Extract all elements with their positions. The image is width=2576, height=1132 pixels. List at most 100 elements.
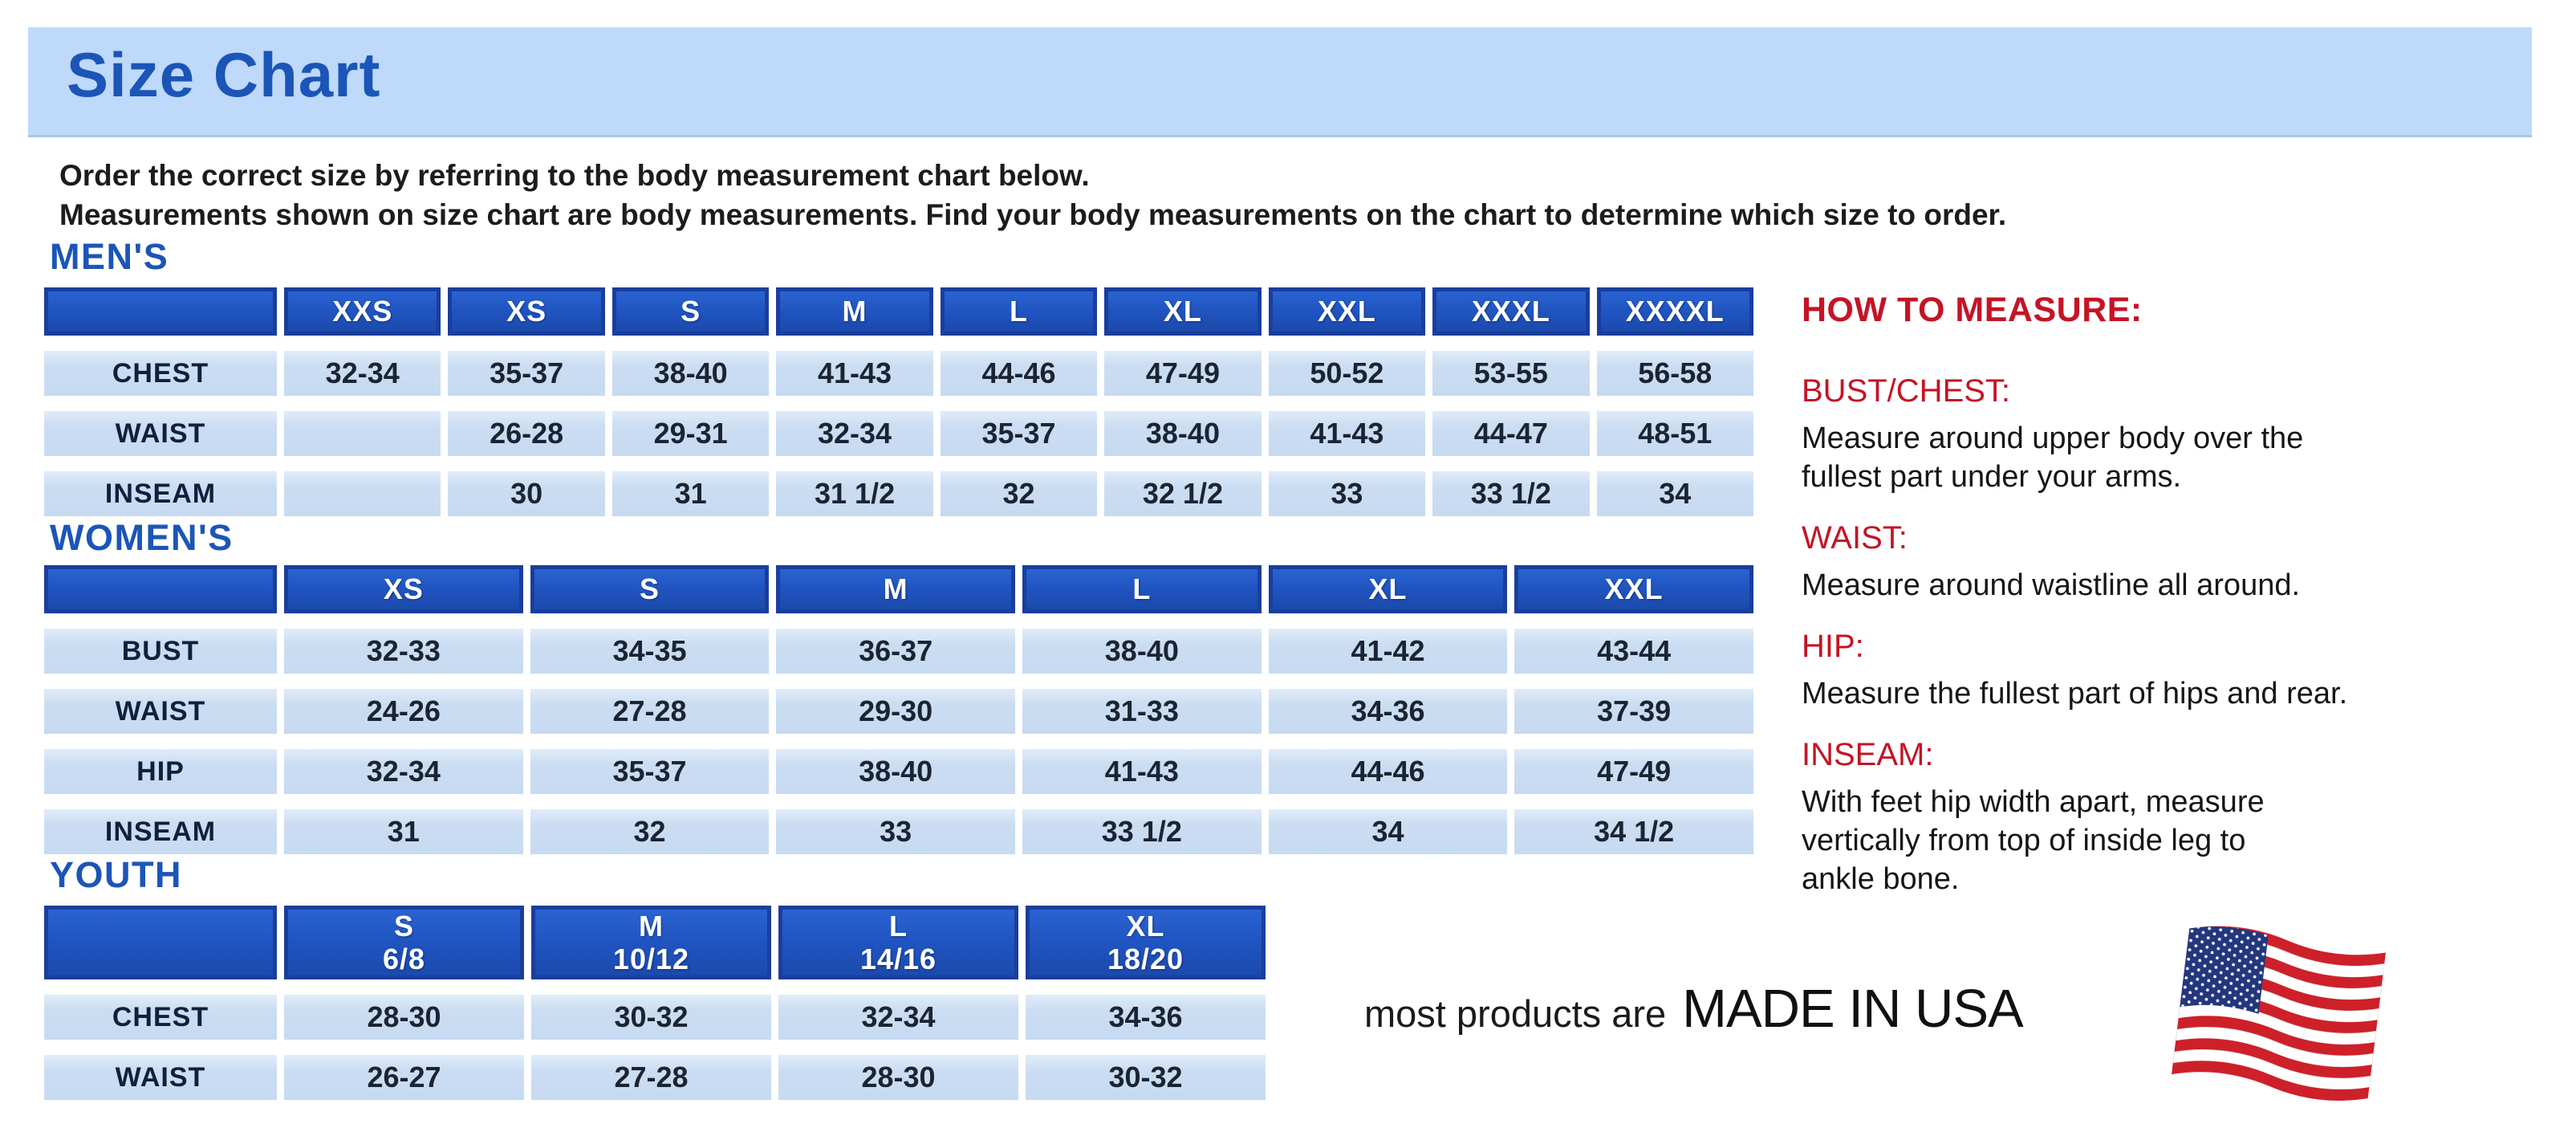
size-value-cell: 44-46 [940,351,1098,396]
title-bar: Size Chart [28,27,2532,137]
size-value-cell: 44-46 [1268,749,1508,794]
measure-term: INSEAM: [1802,737,1934,772]
size-table-corner-cell [44,287,277,336]
measure-text-line: With feet hip width apart, measure [1802,785,2265,819]
size-value-cell: 34 1/2 [1514,809,1753,854]
size-value-cell: 27-28 [531,1055,771,1100]
size-column-header-cell: M [776,565,1015,613]
size-value-cell: 44-47 [1432,411,1590,456]
size-value-cell: 47-49 [1514,749,1753,794]
size-value-cell: 56-58 [1596,351,1753,396]
measure-text-line: Measure around upper body over the [1802,421,2304,455]
size-column-header-cell: S 6/8 [284,906,524,979]
size-value-cell: 28-30 [284,995,524,1040]
size-value-cell: 38-40 [611,351,770,396]
size-column-header-cell: S [530,565,770,613]
size-value-cell: 33 [1268,471,1426,516]
measure-text-line: ankle bone. [1802,862,1960,896]
size-column-header-cell: XXS [284,287,441,336]
size-value-cell: 32-34 [284,351,441,396]
size-value-cell: 36-37 [776,629,1015,674]
size-value-cell: 30 [448,471,605,516]
size-value-cell: 28-30 [778,1055,1018,1100]
size-column-header-cell: XXXL [1432,287,1590,336]
made-in-usa-prefix: most products are [1364,992,1667,1035]
measurement-row-label-cell: CHEST [44,351,277,396]
size-value-cell: 41-43 [776,351,933,396]
size-value-cell [284,411,441,456]
how-to-measure-panel: HOW TO MEASURE: BUST/CHEST: Measure arou… [1802,291,2564,922]
usa-flag-icon: stripes generated below [2172,926,2386,1101]
size-value-cell: 32 [940,471,1098,516]
size-value-cell: 34-36 [1268,689,1508,734]
youth-size-table: S 6/8 M 10/12 L 14/16 XL 18/20 CHEST 28-30 30-32 32… [44,906,1266,1100]
size-value-cell: 48-51 [1596,411,1753,456]
measure-text-line: Measure the fullest part of hips and rea… [1802,677,2348,711]
size-value-cell: 43-44 [1514,629,1753,674]
size-column-header-cell: XXXXL [1596,287,1753,336]
measure-item-hip: HIP: Measure the fullest part of hips an… [1802,629,2564,713]
size-value-cell: 32-34 [778,995,1018,1040]
intro-line-1: Order the correct size by referring to t… [59,159,1090,192]
size-column-header-cell: L 14/16 [778,906,1018,979]
measurement-row-label-cell: INSEAM [44,471,277,516]
measurement-row-label-cell: WAIST [44,689,277,734]
size-value-cell: 41-42 [1268,629,1508,674]
how-to-measure-heading: HOW TO MEASURE: [1802,291,2143,329]
size-value-cell: 50-52 [1268,351,1426,396]
size-table-corner-cell [44,906,277,979]
size-column-header-cell: XXL [1514,565,1753,613]
measure-text-line: Measure around waistline all around. [1802,568,2301,602]
size-value-cell: 24-26 [284,689,523,734]
size-value-cell: 33 1/2 [1022,809,1262,854]
measurement-row-label-cell: WAIST [44,411,277,456]
intro-text: Order the correct size by referring to t… [59,156,2006,234]
measure-item-inseam: INSEAM: With feet hip width apart, measu… [1802,737,2564,898]
size-value-cell: 35-37 [448,351,605,396]
size-value-cell: 27-28 [530,689,770,734]
size-value-cell: 41-43 [1268,411,1426,456]
size-value-cell: 38-40 [776,749,1015,794]
size-column-header-cell: L [940,287,1098,336]
size-column-header-cell: M [776,287,933,336]
size-value-cell: 30-32 [531,995,771,1040]
size-column-header-cell: M 10/12 [531,906,771,979]
size-column-header-cell: S [611,287,770,336]
size-value-cell: 30-32 [1026,1055,1266,1100]
size-value-cell: 38-40 [1104,411,1262,456]
size-value-cell: 33 1/2 [1432,471,1590,516]
youth-section-heading: YOUTH [50,854,182,895]
measure-item-bust-chest: BUST/CHEST: Measure around upper body ov… [1802,373,2564,496]
size-value-cell: 26-28 [448,411,605,456]
size-value-cell: 29-30 [776,689,1015,734]
measure-term: HIP: [1802,629,1864,664]
size-value-cell: 47-49 [1104,351,1262,396]
measurement-row-label-cell: WAIST [44,1055,277,1100]
intro-line-2: Measurements shown on size chart are bod… [59,198,2007,231]
size-value-cell: 38-40 [1022,629,1262,674]
size-value-cell: 53-55 [1432,351,1590,396]
size-value-cell: 29-31 [611,411,770,456]
size-value-cell: 33 [776,809,1015,854]
size-value-cell: 35-37 [940,411,1098,456]
measure-term: WAIST: [1802,520,1908,556]
size-value-cell: 31 1/2 [776,471,933,516]
measurement-row-label-cell: HIP [44,749,277,794]
size-value-cell [284,471,441,516]
size-table-corner-cell [44,565,277,613]
measure-text-line: vertically from top of inside leg to [1802,824,2246,857]
size-value-cell: 32 1/2 [1104,471,1262,516]
measurement-row-label-cell: CHEST [44,995,277,1040]
womens-section-heading: WOMEN'S [50,517,234,558]
size-value-cell: 26-27 [284,1055,524,1100]
size-value-cell: 41-43 [1022,749,1262,794]
page-title: Size Chart [67,39,381,110]
measure-term: BUST/CHEST: [1802,373,2011,409]
size-value-cell: 34-36 [1026,995,1266,1040]
size-column-header-cell: L [1022,565,1262,613]
made-in-usa-text: MADE IN USA [1682,979,2024,1039]
size-value-cell: 32 [530,809,770,854]
size-column-header-cell: XL [1104,287,1262,336]
size-value-cell: 37-39 [1514,689,1753,734]
